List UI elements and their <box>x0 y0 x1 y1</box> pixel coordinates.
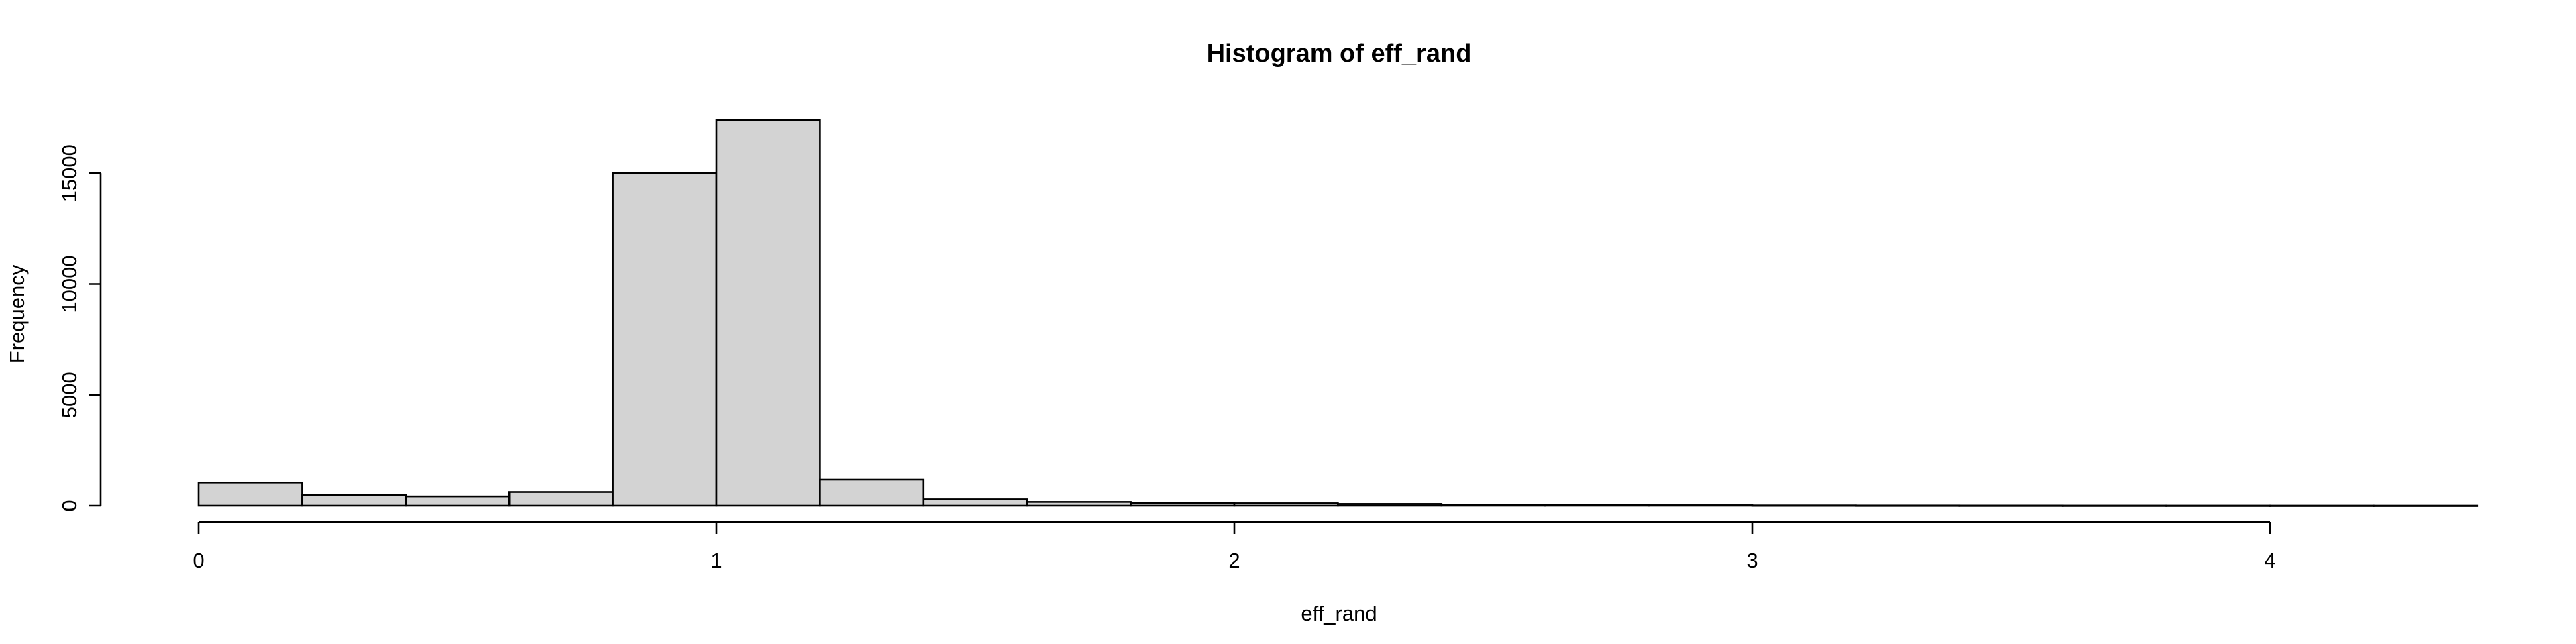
histogram-bar <box>1337 503 1443 507</box>
histogram-bar <box>1440 504 1546 507</box>
y-tick-label: 15000 <box>58 144 81 202</box>
y-axis-label: Frequency <box>5 264 29 363</box>
histogram-bar <box>1648 504 1754 507</box>
chart-title: Histogram of eff_rand <box>1207 40 1472 68</box>
y-tick-label: 10000 <box>58 255 81 313</box>
histogram-bar <box>405 495 511 507</box>
histogram-bar <box>508 491 614 507</box>
histogram-bar <box>1233 502 1339 507</box>
x-tick-label: 4 <box>2264 549 2275 572</box>
x-tick-label: 2 <box>1228 549 1240 572</box>
histogram-bar <box>1544 504 1650 507</box>
y-axis: 0 5000 10000 15000 <box>58 144 102 512</box>
histogram-bar <box>715 119 821 507</box>
x-tick-label: 0 <box>193 549 204 572</box>
x-axis: 0 1 2 3 4 <box>193 521 2276 572</box>
y-tick-label: 5000 <box>58 372 81 418</box>
histogram-bar <box>922 498 1028 507</box>
histogram-bar <box>1026 501 1132 507</box>
bars-group <box>197 119 2479 507</box>
histogram-bar <box>612 172 718 507</box>
histogram-bar <box>301 494 407 507</box>
histogram-bar <box>197 481 303 507</box>
histogram-bar <box>819 478 925 507</box>
histogram-bar <box>1130 502 1236 507</box>
x-tick-label: 3 <box>1746 549 1758 572</box>
y-tick-label: 0 <box>58 500 81 511</box>
x-axis-label: eff_rand <box>1301 602 1377 625</box>
x-tick-label: 1 <box>710 549 722 572</box>
